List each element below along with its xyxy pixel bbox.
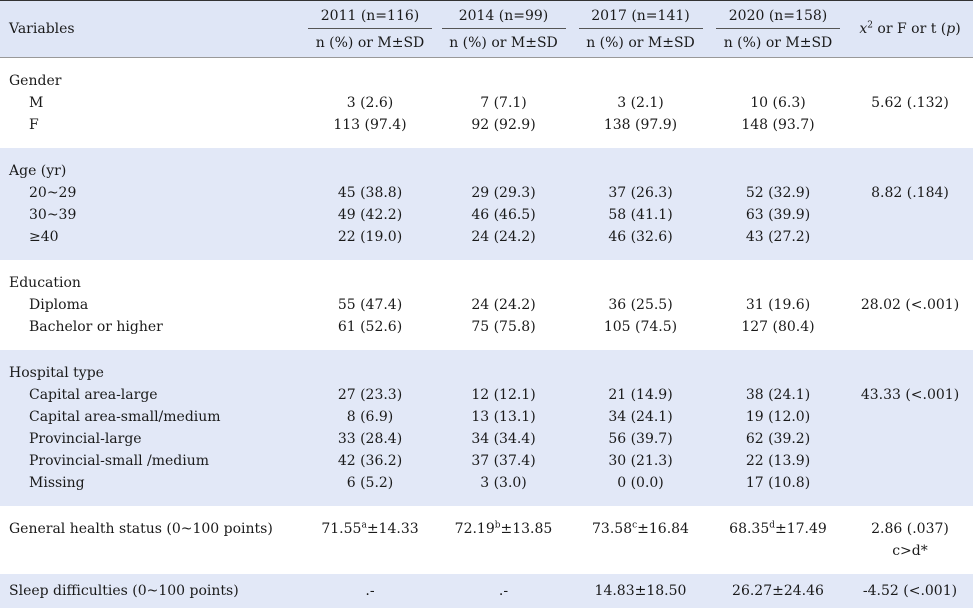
section-gender: Gender (0, 70, 973, 92)
table-row: Diploma 55 (47.4) 24 (24.2) 36 (25.5) 31… (29, 297, 960, 313)
row-sleep-difficulties: Sleep difficulties (0~100 points) .- .- … (0, 574, 973, 608)
section-label: Hospital type (0, 362, 305, 384)
section-label: Gender (9, 73, 62, 89)
table-row: ≥40 22 (19.0) 24 (24.2) 46 (32.6) 43 (27… (0, 226, 973, 248)
header-sub-2014: n (%) or M±SD (435, 29, 572, 58)
table-row: Provincial-small /medium 42 (36.2) 37 (3… (0, 450, 973, 472)
header-row: Variables 2011 (n=116) 2014 (n=99) 2017 … (0, 0, 973, 58)
table-row: 30~39 49 (42.2) 46 (46.5) 58 (41.1) 63 (… (0, 204, 973, 226)
header-subrow: n (%) or M±SD n (%) or M±SD n (%) or M±S… (0, 29, 973, 58)
table-row: M 3 (2.6) 7 (7.1) 3 (2.1) 10 (6.3) 5.62 … (29, 95, 949, 111)
table-row: Provincial-large 33 (28.4) 34 (34.4) 56 … (0, 428, 973, 450)
header-variables: Variables (0, 0, 305, 58)
table-row: Bachelor or higher 61 (52.6) 75 (75.8) 1… (29, 319, 815, 335)
section-label: Age (yr) (0, 160, 305, 182)
section-hospital-type: Hospital type (0, 362, 973, 384)
table-row: F 113 (97.4) 92 (92.9) 138 (97.9) 148 (9… (29, 117, 815, 133)
table-row: Missing 6 (5.2) 3 (3.0) 0 (0.0) 17 (10.8… (0, 472, 973, 494)
section-label: Education (9, 275, 81, 291)
header-year-2020: 2020 (n=158) (709, 0, 847, 29)
header-year-2017: 2017 (n=141) (572, 0, 709, 29)
section-age: Age (yr) (0, 160, 973, 182)
header-sub-2020: n (%) or M±SD (709, 29, 847, 58)
table-row: Capital area-small/medium 8 (6.9) 13 (13… (0, 406, 973, 428)
table-row: 20~29 45 (38.8) 29 (29.3) 37 (26.3) 52 (… (0, 182, 973, 204)
header-sub-2017: n (%) or M±SD (572, 29, 709, 58)
header-sub-2011: n (%) or M±SD (305, 29, 435, 58)
header-year-2014: 2014 (n=99) (435, 0, 572, 29)
header-statistic: x2 or F or t (p) (847, 0, 973, 58)
header-year-2011: 2011 (n=116) (305, 0, 435, 29)
row-general-health: General health status (0~100 points) 71.… (9, 520, 949, 537)
row-general-health-posthoc: c>d* (892, 543, 928, 559)
table-row: Capital area-large 27 (23.3) 12 (12.1) 2… (0, 384, 973, 406)
section-education: Education (0, 272, 973, 294)
